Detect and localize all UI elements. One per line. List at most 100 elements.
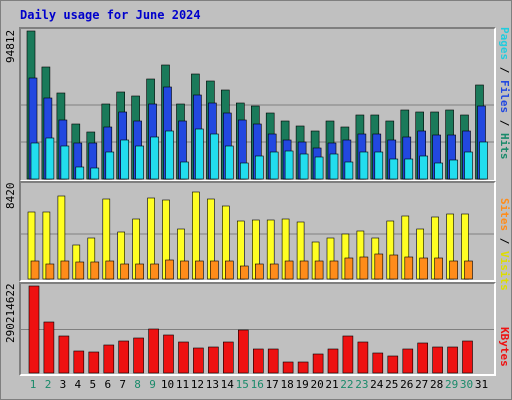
- bar-sites-day-20: [314, 260, 324, 280]
- bar-pages-day-20: [314, 156, 324, 180]
- bar-sites-day-21: [329, 260, 339, 280]
- day-label-12: 12: [191, 378, 204, 391]
- bar-kbytes-day-29: [447, 346, 458, 374]
- bar-kbytes-day-7: [118, 340, 129, 374]
- bar-kbytes-day-20: [312, 353, 324, 374]
- bar-sites-day-14: [225, 260, 234, 280]
- kbytes-legend: KBytes: [498, 327, 511, 367]
- bar-kbytes-day-10: [163, 334, 174, 374]
- legend-text: KBytes: [498, 327, 511, 367]
- legend-text: /: [498, 113, 511, 133]
- bar-sites-day-25: [389, 254, 399, 280]
- visits-legend: Sites / Visits: [498, 198, 511, 291]
- bar-pages-day-15: [240, 162, 249, 180]
- bar-pages-day-7: [120, 139, 129, 180]
- bar-kbytes-day-6: [103, 344, 115, 374]
- bar-kbytes-day-18: [282, 361, 294, 374]
- bar-kbytes-day-1: [28, 285, 40, 374]
- bar-sites-day-27: [419, 257, 429, 280]
- bar-sites-day-24: [374, 253, 384, 280]
- day-label-2: 2: [45, 378, 52, 391]
- legend-text: Pages: [498, 27, 511, 61]
- bar-pages-day-22: [344, 161, 354, 180]
- kbytes-panel: [19, 282, 496, 376]
- day-label-10: 10: [161, 378, 174, 391]
- bar-sites-day-28: [434, 257, 443, 280]
- day-label-15: 15: [236, 378, 249, 391]
- bar-pages-day-5: [90, 167, 100, 180]
- day-label-14: 14: [221, 378, 235, 391]
- bar-pages-day-30: [464, 151, 473, 180]
- day-label-28: 28: [430, 378, 443, 391]
- bar-kbytes-day-15: [238, 329, 249, 374]
- day-label-6: 6: [104, 378, 111, 391]
- bar-kbytes-day-26: [402, 348, 414, 374]
- legend-text: Sites: [498, 198, 511, 232]
- day-label-9: 9: [149, 378, 156, 391]
- day-label-7: 7: [119, 378, 126, 391]
- bar-kbytes-day-25: [387, 355, 399, 374]
- day-label-23: 23: [355, 378, 368, 391]
- bar-kbytes-day-30: [462, 340, 473, 374]
- bar-kbytes-day-12: [193, 347, 204, 374]
- day-label-29: 29: [445, 378, 458, 391]
- day-label-8: 8: [134, 378, 141, 391]
- bar-pages-day-19: [299, 153, 309, 180]
- bar-sites-day-17: [269, 263, 279, 280]
- hits-files-pages-plot: [21, 30, 494, 180]
- bar-sites-day-8: [135, 263, 144, 280]
- bar-kbytes-day-22: [342, 335, 354, 374]
- bar-sites-day-26: [404, 256, 414, 280]
- bar-sites-day-3: [60, 260, 70, 280]
- legend-text: Hits: [498, 133, 511, 160]
- kbytes-ymax-label: 290214622: [4, 283, 17, 343]
- bar-pages-day-21: [329, 153, 339, 180]
- bar-sites-day-2: [45, 263, 55, 280]
- day-label-19: 19: [295, 378, 308, 391]
- bar-sites-day-7: [120, 263, 129, 280]
- bar-kbytes-day-9: [148, 328, 159, 374]
- visits-sites-panel: [19, 181, 496, 282]
- bar-kbytes-day-21: [327, 348, 339, 374]
- bar-sites-day-30: [464, 260, 473, 280]
- bar-kbytes-day-19: [297, 361, 309, 374]
- legend-text: /: [498, 60, 511, 80]
- bar-sites-day-9: [150, 263, 159, 280]
- bar-pages-day-4: [75, 166, 85, 180]
- bar-sites-day-6: [105, 260, 115, 280]
- day-label-17: 17: [266, 378, 279, 391]
- day-label-31: 31: [475, 378, 488, 391]
- bar-pages-day-9: [150, 136, 159, 180]
- bar-pages-day-3: [60, 145, 70, 180]
- day-label-20: 20: [310, 378, 323, 391]
- bar-kbytes-day-5: [88, 351, 100, 374]
- bar-sites-day-11: [180, 260, 189, 280]
- bar-pages-day-16: [255, 155, 264, 180]
- bar-sites-day-19: [299, 260, 309, 280]
- bar-sites-day-18: [284, 260, 294, 280]
- bar-kbytes-day-13: [208, 346, 219, 374]
- bar-kbytes-day-4: [73, 350, 85, 374]
- bar-sites-day-22: [344, 257, 354, 280]
- day-label-21: 21: [325, 378, 338, 391]
- day-label-3: 3: [60, 378, 67, 391]
- bar-kbytes-day-14: [223, 341, 234, 374]
- day-label-18: 18: [280, 378, 293, 391]
- bar-sites-day-12: [195, 260, 204, 280]
- day-label-4: 4: [74, 378, 81, 391]
- bar-kbytes-day-23: [357, 341, 369, 374]
- bar-pages-day-25: [389, 158, 399, 180]
- day-label-22: 22: [340, 378, 353, 391]
- bar-sites-day-15: [240, 265, 249, 280]
- bar-kbytes-day-16: [253, 348, 264, 374]
- day-label-16: 16: [251, 378, 264, 391]
- day-label-26: 26: [400, 378, 413, 391]
- bar-pages-day-11: [180, 161, 189, 180]
- bar-sites-day-1: [30, 260, 40, 280]
- bar-pages-day-13: [210, 133, 219, 180]
- visits-sites-plot: [21, 191, 494, 280]
- bar-pages-day-31: [479, 141, 488, 180]
- bar-pages-day-23: [359, 151, 369, 180]
- day-label-1: 1: [30, 378, 37, 391]
